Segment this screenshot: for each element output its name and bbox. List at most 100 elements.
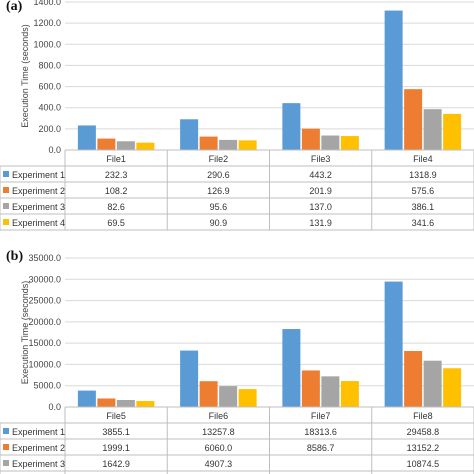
bar-file7-exp4 [340, 381, 359, 407]
panel-label: (b) [6, 249, 23, 264]
data-table-cell: 341.6 [412, 218, 435, 228]
y-tick-label: 15000.0 [28, 338, 61, 348]
bar-file6-exp2 [199, 381, 218, 407]
bar-file8-exp2 [404, 351, 423, 407]
bar-file6-exp1 [180, 350, 199, 407]
data-table-cell: 232.3 [105, 170, 128, 180]
bar-file2-exp3 [219, 139, 238, 150]
bar-file7-exp1 [282, 329, 301, 407]
legend-series-name: Experiment 2 [12, 186, 65, 196]
data-table-cell: 29458.8 [407, 427, 440, 437]
x-category-label: File3 [311, 154, 331, 164]
data-table-cell: 137.0 [309, 202, 332, 212]
data-table-cell: 575.6 [412, 186, 435, 196]
y-tick-label: 5000.0 [33, 381, 61, 391]
data-table-cell: 131.9 [309, 218, 332, 228]
data-table-cell: 8586.7 [307, 443, 335, 453]
data-table-cell: 1318.9 [409, 170, 437, 180]
bar-file4-exp3 [423, 109, 442, 150]
legend-series-name: Experiment 4 [12, 218, 65, 228]
y-tick-label: 30000.0 [28, 274, 61, 284]
data-table-cell: 1999.1 [102, 443, 130, 453]
x-category-label: File1 [106, 154, 126, 164]
data-table-cell: 1642.9 [102, 459, 130, 469]
data-table-cell: 90.9 [210, 218, 228, 228]
data-table-cell: 4907.3 [205, 459, 233, 469]
bar-file4-exp4 [443, 113, 462, 150]
data-table-cell: 290.6 [207, 170, 230, 180]
bar-file1-exp3 [116, 141, 135, 150]
y-tick-label: 0.0 [48, 145, 61, 155]
legend-swatch [3, 219, 9, 225]
data-table-cell: 108.2 [105, 186, 128, 196]
y-tick-label: 800.0 [38, 60, 61, 70]
bar-file6-exp4 [238, 389, 257, 407]
panel-label: (a) [6, 0, 23, 14]
y-tick-label: 20000.0 [28, 317, 61, 327]
y-axis-label: Execution Time (seconds) [20, 281, 30, 385]
bar-file6-exp3 [219, 386, 238, 407]
bar-file5-exp2 [97, 398, 116, 407]
y-tick-label: 1000.0 [33, 39, 61, 49]
y-tick-label: 10000.0 [28, 359, 61, 369]
x-category-label: File8 [413, 411, 433, 421]
bar-file2-exp2 [199, 136, 218, 150]
bar-file7-exp3 [321, 376, 340, 407]
legend-swatch [3, 171, 9, 177]
bar-file3-exp1 [282, 103, 301, 150]
legend-series-name: Experiment 3 [12, 202, 65, 212]
legend-swatch [3, 203, 9, 209]
chart-panel-a: (a) 0.0 200.0 400.0 600.0 800.0 1000.0 1200.0 14… [0, 0, 474, 231]
legend-series-name: Experiment 1 [12, 427, 65, 437]
chart-panel-b: (b) 0.0 5000.0 10000.0 15000.0 20000.0 25000.0… [0, 249, 474, 474]
bar-file3-exp3 [321, 135, 340, 150]
bar-file5-exp3 [116, 400, 135, 407]
bar-file1-exp2 [97, 138, 116, 150]
data-table-cell: 13152.2 [407, 443, 440, 453]
legend-swatch [3, 187, 9, 193]
bar-file1-exp1 [77, 125, 96, 150]
y-tick-label: 200.0 [38, 124, 61, 134]
data-table-cell: 443.2 [309, 170, 332, 180]
data-table-cell: 18313.6 [304, 427, 337, 437]
x-category-label: File2 [209, 154, 229, 164]
y-axis-label: Execution Time (seconds) [20, 24, 30, 128]
x-category-label: File4 [413, 154, 433, 164]
bar-file2-exp4 [238, 140, 257, 150]
data-table-cell: 13257.8 [202, 427, 235, 437]
legend-series-name: Experiment 2 [12, 443, 65, 453]
bar-file3-exp2 [301, 128, 320, 150]
y-tick-label: 600.0 [38, 82, 61, 92]
data-table-cell: 10874.5 [407, 459, 440, 469]
data-table-cell: 6060.0 [205, 443, 233, 453]
data-table-cell: 201.9 [309, 186, 332, 196]
x-category-label: File7 [311, 411, 331, 421]
bar-file1-exp4 [136, 142, 155, 150]
y-tick-label: 35000.0 [28, 253, 61, 263]
legend-swatch [3, 444, 9, 450]
bar-file8-exp3 [423, 360, 442, 407]
y-tick-label: 1200.0 [33, 18, 61, 28]
y-tick-label: 25000.0 [28, 296, 61, 306]
x-category-label: File6 [209, 411, 229, 421]
bar-file4-exp2 [404, 89, 423, 150]
bar-file4-exp1 [384, 10, 403, 151]
data-table-cell: 386.1 [412, 202, 435, 212]
legend-swatch [3, 460, 9, 466]
bar-file8-exp1 [384, 281, 403, 407]
data-table-cell: 82.6 [107, 202, 125, 212]
legend-series-name: Experiment 1 [12, 170, 65, 180]
y-tick-label: 1400.0 [33, 0, 61, 7]
data-table-cell: 95.6 [210, 202, 228, 212]
bar-file5-exp1 [77, 390, 96, 407]
bar-file2-exp1 [180, 119, 199, 150]
legend-swatch [3, 428, 9, 434]
data-table-cell: 3855.1 [102, 427, 130, 437]
y-tick-label: 0.0 [48, 402, 61, 412]
data-table-cell: 126.9 [207, 186, 230, 196]
bar-file7-exp2 [301, 370, 320, 407]
legend-series-name: Experiment 3 [12, 459, 65, 469]
bar-file5-exp4 [136, 401, 155, 407]
bar-file3-exp4 [340, 136, 359, 150]
